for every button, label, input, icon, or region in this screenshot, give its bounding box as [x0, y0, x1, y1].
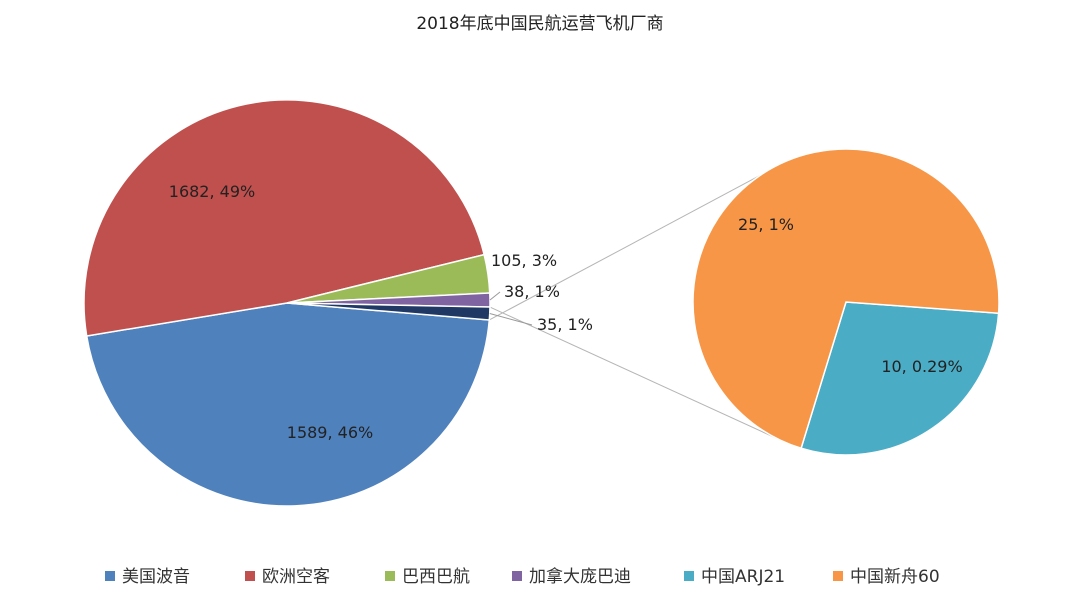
connector-line-top: [489, 159, 789, 321]
data-labels: 1682, 49% 1589, 46% 105, 3% 38, 1% 35, 1% 25,…: [169, 182, 963, 442]
data-label-slice-4: 38, 1%: [504, 282, 560, 301]
legend-label-slice-6: 中国新舟60: [850, 567, 940, 587]
legend-swatch-slice-3: [385, 571, 395, 581]
secondary-pie-slice-6: [692, 148, 1000, 450]
legend-label-slice-5: 中国ARJ21: [701, 567, 785, 587]
legend-swatch-slice-6: [833, 571, 843, 581]
leader-line-slice-4: [489, 291, 501, 301]
data-label-slice-1: 1589, 46%: [287, 423, 373, 442]
secondary-pie-slice-5: [800, 301, 1000, 456]
secondary-pie: [692, 148, 1000, 456]
main-pie-slice-2: [83, 99, 486, 337]
leader-line-other-slice: [489, 313, 533, 326]
data-label-slice-2: 1682, 49%: [169, 182, 255, 201]
main-pie: [83, 99, 491, 507]
legend-swatch-slice-4: [512, 571, 522, 581]
data-label-slice-6: 25, 1%: [738, 215, 794, 234]
legend-label-slice-1: 美国波音: [122, 567, 190, 587]
main-pie-slice-1: [85, 302, 491, 507]
legend-label-slice-2: 欧洲空客: [262, 567, 330, 587]
legend-swatch-slice-2: [245, 571, 255, 581]
legend: 美国波音 欧洲空客 巴西巴航 加拿大庞巴迪 中国ARJ21 中国新舟60: [105, 566, 940, 587]
connector-line-bottom: [489, 306, 789, 445]
legend-label-slice-3: 巴西巴航: [402, 567, 470, 587]
chart-title: 2018年底中国民航运营飞机厂商: [416, 14, 663, 34]
data-label-slice-5: 10, 0.29%: [881, 357, 962, 376]
legend-label-slice-4: 加拿大庞巴迪: [529, 566, 631, 587]
legend-swatch-slice-5: [684, 571, 694, 581]
data-label-other-slice: 35, 1%: [537, 315, 593, 334]
legend-swatch-slice-1: [105, 571, 115, 581]
connector-lines: [489, 159, 789, 445]
data-label-slice-3: 105, 3%: [491, 251, 557, 270]
